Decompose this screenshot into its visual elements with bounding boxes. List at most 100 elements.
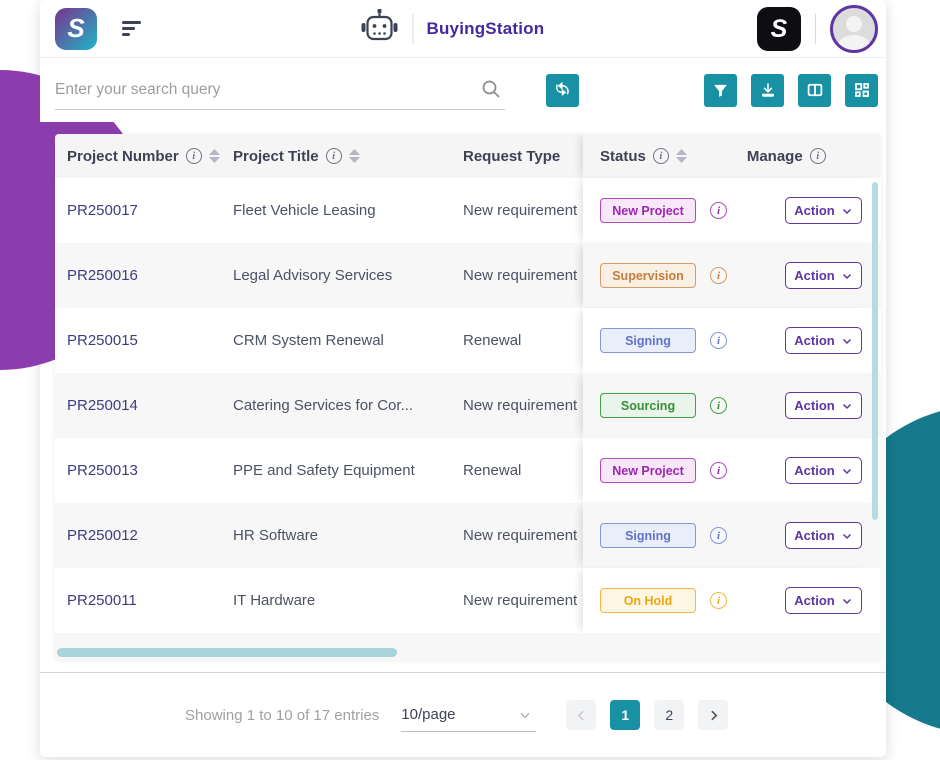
action-button[interactable]: Action [785,392,862,419]
project-number-link[interactable]: PR250011 [67,592,137,609]
search-icon[interactable] [481,79,501,104]
columns-view-button[interactable] [798,73,831,107]
search-input[interactable] [55,80,465,99]
pinned-header: Status i Manage i [583,134,875,178]
user-avatar[interactable] [830,5,878,53]
download-button[interactable] [751,73,784,107]
sort-icon[interactable] [348,149,360,163]
table-row: PR250016 Legal Advisory Services New req… [55,243,881,308]
chevron-down-icon [842,403,851,409]
status-badge: New Project [600,198,696,223]
chevron-down-icon [842,598,851,604]
action-button[interactable]: Action [785,522,862,549]
prev-page-button[interactable] [566,700,597,730]
chevron-left-icon [577,710,584,720]
filter-button[interactable] [704,73,737,107]
table-row: PR250015 CRM System Renewal Renewal Sign… [55,308,881,373]
refresh-button[interactable] [546,73,579,107]
project-title-cell: Fleet Vehicle Leasing [233,202,376,219]
request-type-cell: Renewal [463,332,522,349]
action-button[interactable]: Action [785,197,862,224]
page-button-2[interactable]: 2 [654,700,685,730]
status-info-icon[interactable]: i [710,397,727,414]
status-badge: Signing [600,523,696,548]
chevron-down-icon [520,712,530,718]
status-info-icon[interactable]: i [710,527,727,544]
next-page-button[interactable] [698,700,729,730]
table-row: PR250013 PPE and Safety Equipment Renewa… [55,438,881,503]
table-row: PR250011 IT Hardware New requirement On … [55,568,881,633]
header-divider-2 [815,14,816,44]
action-button[interactable]: Action [785,262,862,289]
status-info-icon[interactable]: i [710,267,727,284]
sort-icon[interactable] [675,149,687,163]
action-label: Action [794,203,835,218]
project-title-cell: HR Software [233,527,319,544]
assistant-robot-icon[interactable] [359,8,399,51]
pinned-columns: Supervision i Action [583,243,875,308]
status-info-icon[interactable]: i [710,462,727,479]
footer-divider [40,672,886,673]
horizontal-scrollbar[interactable] [57,648,397,657]
project-number-link[interactable]: PR250014 [67,397,138,414]
col-request-type: Request Type [463,147,561,165]
pinned-columns: New Project i Action [583,178,875,243]
project-number-link[interactable]: PR250015 [67,332,138,349]
page-size-select[interactable]: 10/page [401,698,537,732]
pinned-columns: Signing i Action [583,308,875,373]
action-label: Action [794,398,835,413]
request-type-cell: Renewal [463,462,522,479]
status-info-icon[interactable]: i [710,202,727,219]
project-title-cell: PPE and Safety Equipment [233,462,415,479]
request-type-cell: New requirement [463,527,578,544]
table-row: PR250017 Fleet Vehicle Leasing New requi… [55,178,881,243]
pinned-columns: Signing i Action [583,503,875,568]
action-button[interactable]: Action [785,327,862,354]
info-icon[interactable]: i [185,148,202,164]
project-number-link[interactable]: PR250017 [67,202,138,219]
info-icon[interactable]: i [652,148,669,164]
status-badge: Sourcing [600,393,696,418]
page-size-value: 10/page [401,706,456,723]
projects-table: Project Number i Project Title i Request… [55,134,881,660]
info-icon[interactable]: i [325,148,342,164]
project-number-link[interactable]: PR250016 [67,267,138,284]
table-header-row: Project Number i Project Title i Request… [55,134,881,178]
status-badge: On Hold [600,588,696,613]
pinned-columns: Sourcing i Action [583,373,875,438]
grid-view-button[interactable] [845,73,878,107]
secondary-logo-icon: S [757,7,801,51]
table-row: PR250014 Catering Services for Cor... Ne… [55,373,881,438]
page-button-1[interactable]: 1 [610,700,641,730]
project-number-link[interactable]: PR250013 [67,462,138,479]
chevron-down-icon [842,338,851,344]
vertical-scrollbar[interactable] [872,182,878,520]
project-title-cell: IT Hardware [233,592,316,609]
status-badge: Signing [600,328,696,353]
project-title-cell: CRM System Renewal [233,332,384,349]
status-info-icon[interactable]: i [710,332,727,349]
action-button[interactable]: Action [785,587,862,614]
sort-icon[interactable] [208,149,220,163]
app-title: BuyingStation [426,19,545,38]
chevron-down-icon [842,208,851,214]
chevron-right-icon [711,710,718,720]
action-label: Action [794,463,835,478]
action-label: Action [794,333,835,348]
action-button[interactable]: Action [785,457,862,484]
chevron-down-icon [842,468,851,474]
chevron-down-icon [842,533,851,539]
hamburger-menu-icon[interactable] [122,18,141,40]
brand-logo-icon: S [55,7,97,50]
status-badge: Supervision [600,263,696,288]
action-label: Action [794,593,835,608]
project-number-link[interactable]: PR250012 [67,527,138,544]
info-icon[interactable]: i [809,148,826,164]
toolbar [40,58,886,122]
search-field [55,70,505,110]
header-divider [412,14,414,44]
status-info-icon[interactable]: i [710,592,727,609]
request-type-cell: New requirement [463,267,578,284]
col-manage: Manage [746,147,803,165]
